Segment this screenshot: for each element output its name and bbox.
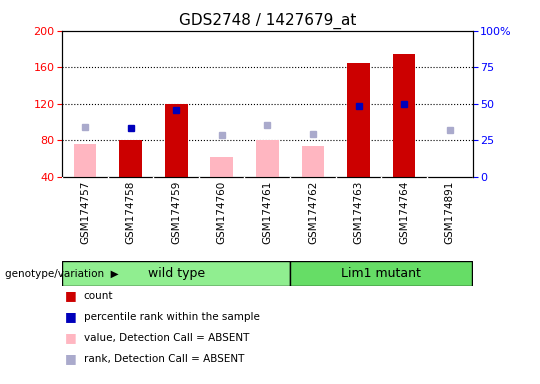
Bar	[73, 144, 96, 177]
Text: GSM174757: GSM174757	[80, 181, 90, 244]
Text: ■: ■	[65, 310, 77, 323]
Text: GSM174763: GSM174763	[354, 181, 363, 244]
Text: GSM174758: GSM174758	[125, 181, 136, 244]
Title: GDS2748 / 1427679_at: GDS2748 / 1427679_at	[179, 13, 356, 29]
Bar	[165, 104, 187, 177]
Text: GSM174759: GSM174759	[171, 181, 181, 244]
Bar	[119, 140, 142, 177]
Text: ■: ■	[65, 331, 77, 344]
Text: GSM174764: GSM174764	[399, 181, 409, 244]
Bar	[301, 146, 325, 177]
Text: count: count	[84, 291, 113, 301]
Text: ■: ■	[65, 353, 77, 366]
Text: GSM174760: GSM174760	[217, 181, 227, 244]
Bar	[210, 157, 233, 177]
Text: wild type: wild type	[147, 267, 205, 280]
Bar	[256, 140, 279, 177]
Text: GSM174761: GSM174761	[262, 181, 272, 244]
Text: rank, Detection Call = ABSENT: rank, Detection Call = ABSENT	[84, 354, 244, 364]
Text: value, Detection Call = ABSENT: value, Detection Call = ABSENT	[84, 333, 249, 343]
Text: GSM174891: GSM174891	[445, 181, 455, 244]
Bar	[347, 63, 370, 177]
Text: GSM174762: GSM174762	[308, 181, 318, 244]
Bar	[393, 53, 415, 177]
Bar	[290, 261, 472, 286]
Text: percentile rank within the sample: percentile rank within the sample	[84, 312, 260, 322]
Bar	[62, 261, 290, 286]
Text: genotype/variation  ▶: genotype/variation ▶	[5, 268, 119, 279]
Text: Lim1 mutant: Lim1 mutant	[341, 267, 421, 280]
Text: ■: ■	[65, 289, 77, 302]
